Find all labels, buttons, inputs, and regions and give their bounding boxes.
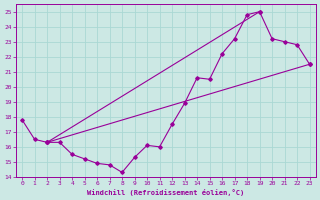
- X-axis label: Windchill (Refroidissement éolien,°C): Windchill (Refroidissement éolien,°C): [87, 189, 244, 196]
